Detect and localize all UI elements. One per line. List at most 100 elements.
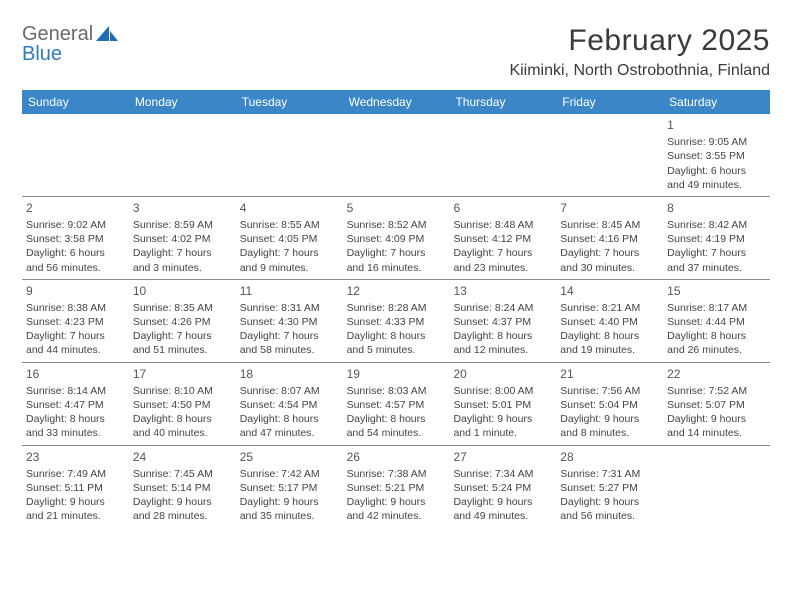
week-row: 16Sunrise: 8:14 AMSunset: 4:47 PMDayligh… — [22, 362, 770, 445]
daylight-line: Daylight: 7 hours and 37 minutes. — [667, 246, 766, 274]
day-number: 2 — [26, 200, 125, 216]
day-cell: 10Sunrise: 8:35 AMSunset: 4:26 PMDayligh… — [129, 280, 236, 362]
day-cell: 13Sunrise: 8:24 AMSunset: 4:37 PMDayligh… — [449, 280, 556, 362]
sunset-line: Sunset: 4:44 PM — [667, 315, 766, 329]
sunrise-line: Sunrise: 8:10 AM — [133, 384, 232, 398]
daylight-line: Daylight: 8 hours and 40 minutes. — [133, 412, 232, 440]
sail-icon — [96, 26, 118, 42]
daylight-line: Daylight: 7 hours and 44 minutes. — [26, 329, 125, 357]
day-number: 27 — [453, 449, 552, 465]
day-number: 17 — [133, 366, 232, 382]
daylight-line: Daylight: 9 hours and 42 minutes. — [347, 495, 446, 523]
sunrise-line: Sunrise: 8:59 AM — [133, 218, 232, 232]
sunrise-line: Sunrise: 8:31 AM — [240, 301, 339, 315]
day-cell: 28Sunrise: 7:31 AMSunset: 5:27 PMDayligh… — [556, 446, 663, 528]
sunset-line: Sunset: 4:16 PM — [560, 232, 659, 246]
day-number: 18 — [240, 366, 339, 382]
daylight-line: Daylight: 7 hours and 30 minutes. — [560, 246, 659, 274]
day-number: 25 — [240, 449, 339, 465]
empty-cell — [556, 114, 663, 196]
sunrise-line: Sunrise: 8:21 AM — [560, 301, 659, 315]
weekday-header: Tuesday — [236, 90, 343, 114]
sunset-line: Sunset: 4:26 PM — [133, 315, 232, 329]
daylight-line: Daylight: 7 hours and 16 minutes. — [347, 246, 446, 274]
sunset-line: Sunset: 5:04 PM — [560, 398, 659, 412]
sunrise-line: Sunrise: 7:31 AM — [560, 467, 659, 481]
weekday-header: Friday — [556, 90, 663, 114]
sunset-line: Sunset: 5:01 PM — [453, 398, 552, 412]
sunrise-line: Sunrise: 8:52 AM — [347, 218, 446, 232]
daylight-line: Daylight: 9 hours and 49 minutes. — [453, 495, 552, 523]
sunset-line: Sunset: 4:05 PM — [240, 232, 339, 246]
day-cell: 23Sunrise: 7:49 AMSunset: 5:11 PMDayligh… — [22, 446, 129, 528]
day-number: 5 — [347, 200, 446, 216]
day-cell: 1Sunrise: 9:05 AMSunset: 3:55 PMDaylight… — [663, 114, 770, 196]
sunrise-line: Sunrise: 8:45 AM — [560, 218, 659, 232]
daylight-line: Daylight: 9 hours and 35 minutes. — [240, 495, 339, 523]
empty-cell — [449, 114, 556, 196]
sunset-line: Sunset: 5:14 PM — [133, 481, 232, 495]
sunrise-line: Sunrise: 8:38 AM — [26, 301, 125, 315]
sunrise-line: Sunrise: 8:14 AM — [26, 384, 125, 398]
day-number: 1 — [667, 117, 766, 133]
day-cell: 18Sunrise: 8:07 AMSunset: 4:54 PMDayligh… — [236, 363, 343, 445]
sunset-line: Sunset: 3:55 PM — [667, 149, 766, 163]
daylight-line: Daylight: 8 hours and 54 minutes. — [347, 412, 446, 440]
page-header: General Blue February 2025 Kiiminki, Nor… — [22, 24, 770, 80]
daylight-line: Daylight: 8 hours and 12 minutes. — [453, 329, 552, 357]
sunrise-line: Sunrise: 7:42 AM — [240, 467, 339, 481]
sunset-line: Sunset: 5:07 PM — [667, 398, 766, 412]
day-number: 14 — [560, 283, 659, 299]
day-cell: 15Sunrise: 8:17 AMSunset: 4:44 PMDayligh… — [663, 280, 770, 362]
daylight-line: Daylight: 8 hours and 19 minutes. — [560, 329, 659, 357]
sunrise-line: Sunrise: 8:42 AM — [667, 218, 766, 232]
day-cell: 9Sunrise: 8:38 AMSunset: 4:23 PMDaylight… — [22, 280, 129, 362]
day-number: 13 — [453, 283, 552, 299]
sunset-line: Sunset: 4:33 PM — [347, 315, 446, 329]
sunset-line: Sunset: 4:02 PM — [133, 232, 232, 246]
daylight-line: Daylight: 7 hours and 51 minutes. — [133, 329, 232, 357]
sunset-line: Sunset: 4:54 PM — [240, 398, 339, 412]
sunrise-line: Sunrise: 7:56 AM — [560, 384, 659, 398]
sunrise-line: Sunrise: 8:24 AM — [453, 301, 552, 315]
daylight-line: Daylight: 8 hours and 26 minutes. — [667, 329, 766, 357]
day-cell: 16Sunrise: 8:14 AMSunset: 4:47 PMDayligh… — [22, 363, 129, 445]
sunset-line: Sunset: 4:40 PM — [560, 315, 659, 329]
daylight-line: Daylight: 6 hours and 56 minutes. — [26, 246, 125, 274]
sunrise-line: Sunrise: 8:55 AM — [240, 218, 339, 232]
day-number: 22 — [667, 366, 766, 382]
title-block: February 2025 Kiiminki, North Ostrobothn… — [509, 24, 770, 80]
day-number: 4 — [240, 200, 339, 216]
day-number: 20 — [453, 366, 552, 382]
day-cell: 5Sunrise: 8:52 AMSunset: 4:09 PMDaylight… — [343, 197, 450, 279]
week-row: 1Sunrise: 9:05 AMSunset: 3:55 PMDaylight… — [22, 114, 770, 196]
day-cell: 22Sunrise: 7:52 AMSunset: 5:07 PMDayligh… — [663, 363, 770, 445]
sunrise-line: Sunrise: 8:03 AM — [347, 384, 446, 398]
day-cell: 24Sunrise: 7:45 AMSunset: 5:14 PMDayligh… — [129, 446, 236, 528]
day-number: 6 — [453, 200, 552, 216]
daylight-line: Daylight: 7 hours and 9 minutes. — [240, 246, 339, 274]
daylight-line: Daylight: 9 hours and 56 minutes. — [560, 495, 659, 523]
sunset-line: Sunset: 5:17 PM — [240, 481, 339, 495]
sunset-line: Sunset: 4:19 PM — [667, 232, 766, 246]
day-number: 8 — [667, 200, 766, 216]
sunset-line: Sunset: 4:12 PM — [453, 232, 552, 246]
sunset-line: Sunset: 3:58 PM — [26, 232, 125, 246]
sunset-line: Sunset: 4:23 PM — [26, 315, 125, 329]
week-row: 23Sunrise: 7:49 AMSunset: 5:11 PMDayligh… — [22, 445, 770, 528]
daylight-line: Daylight: 9 hours and 14 minutes. — [667, 412, 766, 440]
sunrise-line: Sunrise: 8:07 AM — [240, 384, 339, 398]
day-cell: 19Sunrise: 8:03 AMSunset: 4:57 PMDayligh… — [343, 363, 450, 445]
sunrise-line: Sunrise: 7:45 AM — [133, 467, 232, 481]
day-number: 23 — [26, 449, 125, 465]
day-number: 10 — [133, 283, 232, 299]
empty-cell — [129, 114, 236, 196]
sunset-line: Sunset: 4:30 PM — [240, 315, 339, 329]
sunrise-line: Sunrise: 7:34 AM — [453, 467, 552, 481]
weekday-header-row: Sunday Monday Tuesday Wednesday Thursday… — [22, 90, 770, 114]
day-cell: 2Sunrise: 9:02 AMSunset: 3:58 PMDaylight… — [22, 197, 129, 279]
day-number: 16 — [26, 366, 125, 382]
weekday-header: Monday — [129, 90, 236, 114]
day-cell: 14 Sunrise: 8:21 AMSunset: 4:40 PMDayligh… — [556, 280, 663, 362]
day-cell: 7Sunrise: 8:45 AMSunset: 4:16 PMDaylight… — [556, 197, 663, 279]
